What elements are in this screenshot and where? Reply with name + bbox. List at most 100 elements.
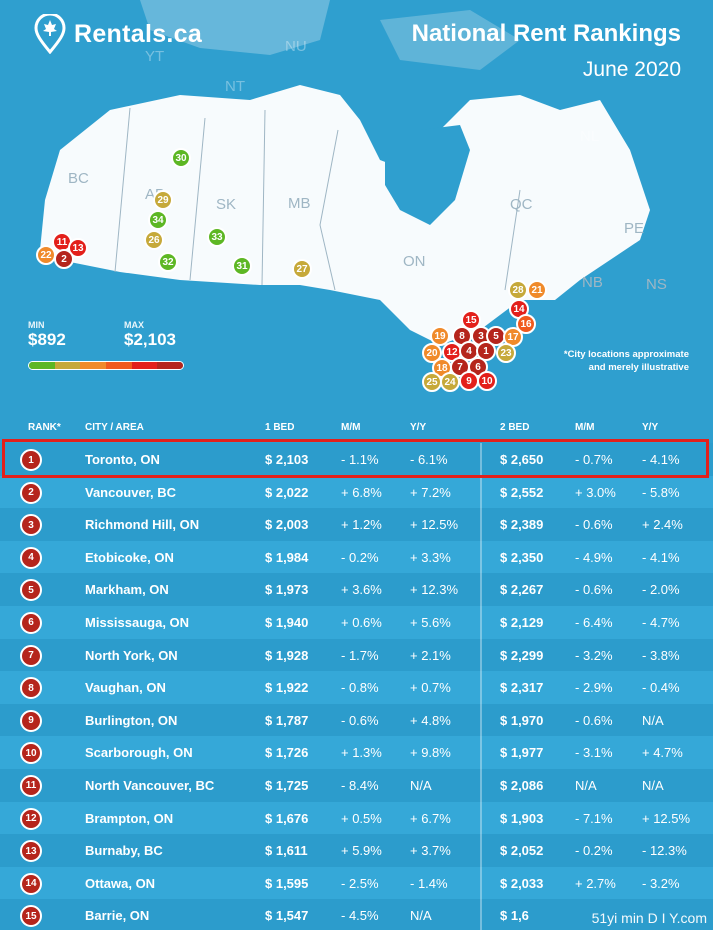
city-pin: 13 (68, 238, 88, 258)
rank-badge: 15 (20, 905, 42, 928)
table-row: 10 Scarborough, ON $ 1,726 + 1.3% + 9.8% $ 1,… (0, 736, 713, 769)
cell-bed1: $ 1,676 (265, 810, 309, 826)
column-divider (480, 736, 482, 769)
cell-bed1: $ 1,787 (265, 712, 309, 728)
table-row: 6 Mississauga, ON $ 1,940 + 0.6% + 5.6% $ 2,1… (0, 605, 713, 639)
cell-yy1: - 6.1% (410, 452, 448, 467)
cell-mm1: + 6.8% (341, 484, 382, 500)
province-label-pe: PE (624, 220, 645, 237)
cell-mm2: - 2.9% (575, 680, 613, 696)
cell-mm2: - 7.1% (575, 810, 613, 826)
cell-bed2: $ 1,6 (500, 908, 529, 924)
cell-city: Markham, ON (85, 582, 169, 598)
page-title: National Rent Rankings (411, 20, 681, 47)
cell-city: Toronto, ON (85, 452, 160, 467)
rank-badge: 6 (20, 611, 42, 634)
cell-yy2: + 12.5% (642, 810, 691, 826)
cell-city: North York, ON (85, 647, 178, 663)
cell-yy1: + 6.7% (410, 810, 451, 826)
column-divider (480, 801, 482, 835)
cell-mm2: N/A (575, 777, 597, 793)
province-label-ns: NS (646, 276, 667, 293)
province-label-sk: SK (216, 196, 237, 213)
cell-bed1: $ 1,726 (265, 745, 309, 761)
cell-city: Etobicoke, ON (85, 549, 174, 565)
cell-yy2: - 4.1% (642, 452, 680, 467)
cell-mm2: + 2.7% (575, 875, 616, 891)
cell-bed2: $ 1,970 (500, 712, 544, 728)
table-row: 4 Etobicoke, ON $ 1,984 - 0.2% + 3.3% $ 2,350… (0, 540, 713, 574)
city-pin: 21 (527, 280, 547, 300)
cell-yy1: + 5.6% (410, 614, 451, 630)
footnote-line-1: *City locations approximate (563, 349, 689, 360)
cell-bed2: $ 2,650 (500, 452, 544, 467)
canada-map: Rentals.ca National Rent Rankings June 2… (0, 0, 713, 400)
cell-mm2: - 4.9% (575, 549, 613, 565)
header-city: CITY / AREA (85, 422, 144, 433)
cell-mm1: + 0.6% (341, 614, 382, 630)
cell-city: Ottawa, ON (85, 875, 156, 891)
table-row: 9 Burlington, ON $ 1,787 - 0.6% + 4.8% $ 1,97… (0, 703, 713, 737)
cell-city: Vaughan, ON (85, 680, 166, 696)
city-pin: 16 (516, 314, 536, 334)
cell-bed2: $ 2,350 (500, 549, 544, 565)
max-value: $2,103 (124, 330, 176, 349)
province-label-bc: BC (68, 170, 89, 187)
cell-mm1: + 1.2% (341, 517, 382, 533)
city-pin: 32 (158, 252, 178, 272)
cell-bed2: $ 2,129 (500, 614, 544, 630)
city-pin: 25 (422, 372, 442, 392)
cell-bed1: $ 1,725 (265, 777, 309, 793)
cell-city: Barrie, ON (85, 908, 150, 924)
brand: Rentals.ca (34, 14, 202, 54)
rank-badge: 14 (20, 872, 42, 895)
cell-mm1: + 1.3% (341, 745, 382, 761)
cell-yy1: + 12.5% (410, 517, 459, 533)
header-yy-1bed: Y/Y (410, 422, 427, 433)
rank-badge: 2 (20, 481, 42, 504)
city-pin: 9 (459, 371, 479, 391)
header-yy-2bed: Y/Y (642, 422, 659, 433)
table-row: 7 North York, ON $ 1,928 - 1.7% + 2.1% $ 2,29… (0, 638, 713, 672)
city-pin: 27 (292, 259, 312, 279)
cell-mm2: - 3.2% (575, 647, 613, 663)
header-rank: RANK* (28, 422, 61, 433)
cell-yy1: + 3.3% (410, 549, 451, 565)
header-mm-2bed: M/M (575, 422, 595, 433)
city-pin: 26 (144, 230, 164, 250)
cell-bed2: $ 2,299 (500, 647, 544, 663)
cell-yy2: - 3.8% (642, 647, 680, 663)
cell-mm1: + 0.5% (341, 810, 382, 826)
maple-leaf-pin-icon (34, 14, 66, 54)
cell-bed2: $ 1,977 (500, 745, 544, 761)
header-2bed: 2 BED (500, 422, 530, 433)
cell-yy1: N/A (410, 908, 432, 924)
city-pin: 19 (430, 326, 450, 346)
city-pin: 34 (148, 210, 168, 230)
max-label: MAX (124, 320, 144, 330)
cell-yy1: + 9.8% (410, 745, 451, 761)
cell-bed1: $ 1,940 (265, 614, 309, 630)
cell-bed1: $ 1,928 (265, 647, 309, 663)
column-divider (480, 540, 482, 574)
cell-bed2: $ 2,317 (500, 680, 544, 696)
city-pin: 31 (232, 256, 252, 276)
cell-mm1: + 3.6% (341, 582, 382, 598)
cell-mm2: - 0.7% (575, 452, 613, 467)
cell-yy2: N/A (642, 712, 664, 728)
footnote: *City locations approximate and merely i… (564, 348, 689, 374)
rank-badge: 1 (20, 449, 42, 471)
city-pin: 29 (153, 190, 173, 210)
cell-yy1: + 4.8% (410, 712, 451, 728)
city-pin: 33 (207, 227, 227, 247)
cell-bed2: $ 2,033 (500, 875, 544, 891)
cell-mm1: - 0.8% (341, 680, 379, 696)
cell-bed1: $ 2,003 (265, 517, 309, 533)
city-pin: 30 (171, 148, 191, 168)
cell-mm1: - 4.5% (341, 908, 379, 924)
cell-bed1: $ 1,973 (265, 582, 309, 598)
color-legend-bar (28, 361, 184, 370)
cell-bed2: $ 2,086 (500, 777, 544, 793)
footnote-line-2: and merely illustrative (588, 362, 689, 373)
cell-mm1: - 2.5% (341, 875, 379, 891)
